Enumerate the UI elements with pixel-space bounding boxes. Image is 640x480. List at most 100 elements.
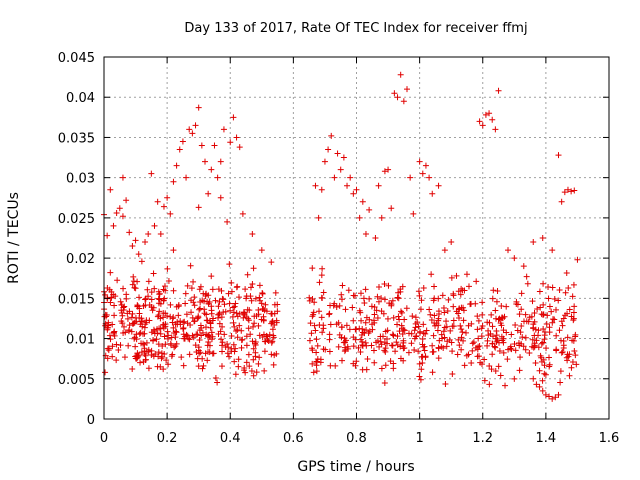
- data-point: [315, 214, 322, 221]
- data-point: [492, 344, 499, 351]
- data-point: [326, 331, 333, 338]
- data-point: [381, 296, 388, 303]
- data-point: [558, 318, 565, 325]
- data-point: [107, 336, 114, 343]
- data-point: [183, 311, 190, 318]
- data-point: [462, 329, 469, 336]
- data-point: [187, 262, 194, 269]
- data-point: [239, 210, 246, 217]
- data-point: [219, 342, 226, 349]
- data-point: [541, 362, 548, 369]
- data-point: [505, 247, 511, 254]
- data-point: [160, 203, 167, 210]
- data-point: [309, 360, 316, 367]
- data-point: [412, 324, 419, 331]
- data-point: [474, 326, 481, 333]
- data-point: [572, 333, 579, 340]
- data-point: [431, 312, 438, 319]
- data-point: [268, 320, 275, 327]
- data-point: [233, 134, 240, 141]
- data-point: [565, 285, 572, 292]
- data-point: [383, 336, 390, 343]
- data-point: [319, 265, 326, 272]
- data-point: [172, 328, 179, 335]
- data-point: [512, 322, 519, 329]
- data-point: [456, 342, 463, 349]
- data-point: [156, 308, 163, 315]
- data-point: [268, 339, 275, 346]
- data-point: [557, 337, 564, 344]
- data-point: [230, 319, 237, 326]
- data-point: [335, 319, 342, 326]
- data-point: [256, 282, 263, 289]
- data-point: [109, 353, 116, 360]
- data-point: [496, 347, 503, 354]
- data-point: [117, 298, 124, 305]
- data-point: [125, 328, 132, 335]
- data-point: [143, 319, 150, 326]
- data-point: [110, 222, 117, 229]
- data-point: [102, 291, 109, 298]
- data-point: [318, 314, 325, 321]
- data-point: [313, 368, 320, 375]
- data-point: [338, 323, 345, 330]
- data-point: [113, 210, 120, 217]
- data-point: [407, 174, 414, 181]
- data-point: [443, 343, 450, 350]
- data-point: [186, 351, 193, 358]
- data-point: [343, 322, 350, 329]
- data-point: [399, 283, 406, 290]
- data-point: [259, 290, 266, 297]
- data-point: [309, 313, 316, 320]
- data-point: [373, 339, 380, 346]
- data-point: [162, 310, 169, 317]
- x-axis-label: GPS time / hours: [297, 459, 414, 475]
- data-point: [221, 331, 228, 338]
- data-point: [411, 347, 418, 354]
- data-point: [516, 311, 523, 318]
- data-point: [230, 304, 237, 311]
- data-point: [208, 273, 215, 280]
- data-point: [195, 204, 202, 211]
- data-point: [539, 339, 546, 346]
- data-point: [454, 351, 461, 358]
- data-point: [255, 322, 262, 329]
- data-point: [419, 335, 426, 342]
- data-point: [457, 291, 464, 298]
- data-point: [255, 360, 262, 367]
- data-point: [316, 321, 323, 328]
- data-point: [155, 300, 162, 307]
- data-point: [242, 369, 249, 376]
- data-point: [148, 303, 155, 310]
- data-point: [159, 322, 166, 329]
- data-point: [191, 302, 198, 309]
- data-point: [172, 334, 179, 341]
- data-point: [571, 347, 578, 354]
- data-point: [520, 343, 527, 350]
- data-point: [252, 349, 259, 356]
- data-point: [463, 352, 470, 359]
- data-point: [103, 312, 110, 319]
- data-point: [562, 312, 569, 319]
- data-point: [118, 302, 125, 309]
- data-point: [553, 332, 560, 339]
- data-point: [552, 306, 559, 313]
- data-point: [198, 325, 205, 332]
- data-point: [273, 350, 280, 357]
- data-point: [418, 297, 425, 304]
- data-point: [492, 307, 499, 314]
- data-point: [410, 210, 417, 217]
- data-point: [467, 301, 474, 308]
- data-point: [224, 350, 231, 357]
- data-point: [313, 359, 320, 366]
- data-point: [432, 322, 439, 329]
- data-point: [385, 282, 392, 289]
- data-point: [558, 349, 565, 356]
- data-point: [482, 111, 489, 118]
- data-point: [249, 280, 256, 287]
- data-point: [412, 314, 419, 321]
- data-point: [312, 182, 319, 189]
- data-point: [517, 354, 524, 361]
- data-point: [219, 323, 226, 330]
- x-tick-label: 1.4: [536, 431, 557, 446]
